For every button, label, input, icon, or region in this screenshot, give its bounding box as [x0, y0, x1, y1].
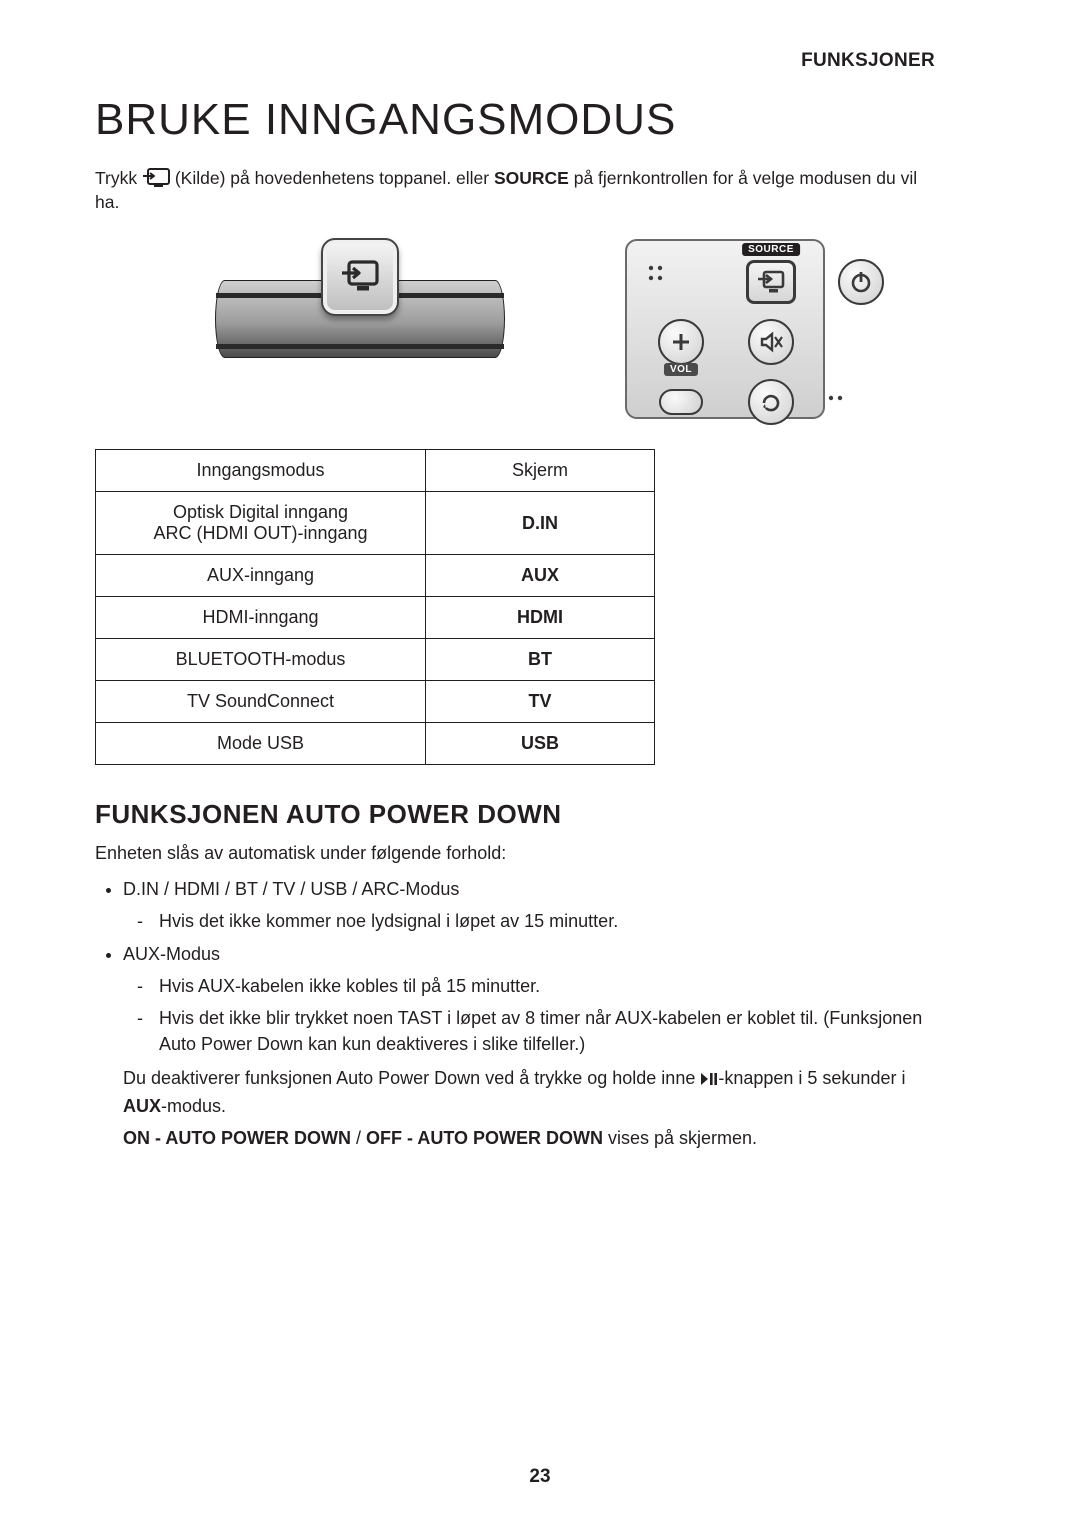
dash-item: Hvis det ikke blir trykket noen TAST i l…: [159, 1005, 935, 1057]
remote-vol-cell: VOL: [645, 376, 717, 428]
remote-source-cell: SOURCE: [735, 256, 807, 308]
section-heading: FUNKSJONEN AUTO POWER DOWN: [95, 799, 935, 830]
remote-power-cell: [825, 256, 897, 308]
table-cell-left: BLUETOOTH-modus: [96, 639, 426, 681]
table-cell-right: BT: [426, 639, 655, 681]
text-span: -modus.: [161, 1096, 226, 1116]
intro-mid1: (Kilde) på hovedenhetens toppanel. eller: [175, 168, 494, 188]
remote-volplus-button: [658, 319, 704, 365]
table-row: TV SoundConnect TV: [96, 681, 655, 723]
table-cell-right: AUX: [426, 555, 655, 597]
table-head-left: Inngangsmodus: [96, 450, 426, 492]
table-cell-right: TV: [426, 681, 655, 723]
table-cell-right: D.IN: [426, 492, 655, 555]
soundbar-source-button: [321, 238, 399, 316]
remote-mute-cell: [735, 316, 807, 368]
table-cell-line: ARC (HDMI OUT)-inngang: [104, 523, 417, 544]
remote-power-button: [838, 259, 884, 305]
text-span: /: [351, 1128, 366, 1148]
bullet-head: AUX-Modus: [123, 944, 220, 964]
table-row: AUX-inngang AUX: [96, 555, 655, 597]
table-row: HDMI-inngang HDMI: [96, 597, 655, 639]
remote-dots-1: [645, 256, 667, 308]
table-cell-left: Mode USB: [96, 723, 426, 765]
text-span-bold: AUX: [123, 1096, 161, 1116]
remote-mute-button: [748, 319, 794, 365]
table-head-row: Inngangsmodus Skjerm: [96, 450, 655, 492]
source-icon: [142, 168, 170, 188]
text-span-bold: OFF - AUTO POWER DOWN: [366, 1128, 603, 1148]
table-head-right: Skjerm: [426, 450, 655, 492]
remote-vol-label: VOL: [664, 363, 698, 376]
remote-source-button: [746, 260, 796, 304]
remote-repeat-cell: [735, 376, 807, 428]
table-row: BLUETOOTH-modus BT: [96, 639, 655, 681]
text-span-bold: ON - AUTO POWER DOWN: [123, 1128, 351, 1148]
table-cell-line: Optisk Digital inngang: [104, 502, 417, 523]
section-lead: Enheten slås av automatisk under følgend…: [95, 840, 935, 866]
dash-item: Hvis AUX-kabelen ikke kobles til på 15 m…: [159, 973, 935, 999]
text-span: Du deaktiverer funksjonen Auto Power Dow…: [123, 1068, 700, 1088]
table-row: Mode USB USB: [96, 723, 655, 765]
figure-soundbar-panel: [215, 239, 505, 399]
table-cell-left: AUX-inngang: [96, 555, 426, 597]
section-header: FUNKSJONER: [801, 50, 935, 72]
text-span: -knappen i 5 sekunder i: [718, 1068, 905, 1088]
intro-pre: Trykk: [95, 168, 142, 188]
bullet-head: D.IN / HDMI / BT / TV / USB / ARC-Modus: [123, 879, 459, 899]
table-cell-right: HDMI: [426, 597, 655, 639]
page-title: BRUKE INNGANGSMODUS: [95, 95, 935, 145]
remote-dots-3: [825, 376, 847, 428]
table-row: Optisk Digital inngang ARC (HDMI OUT)-in…: [96, 492, 655, 555]
table-cell-right: USB: [426, 723, 655, 765]
remote-volplus-cell: [645, 316, 717, 368]
table-cell-left: HDMI-inngang: [96, 597, 426, 639]
page-number: 23: [529, 1466, 550, 1488]
figure-remote: SOURCE VOL: [625, 239, 825, 419]
remote-source-label: SOURCE: [742, 243, 800, 256]
play-pause-icon: [700, 1067, 718, 1093]
table-cell-left: Optisk Digital inngang ARC (HDMI OUT)-in…: [96, 492, 426, 555]
bullet-item: D.IN / HDMI / BT / TV / USB / ARC-Modus …: [123, 876, 935, 934]
deactivate-line: Du deaktiverer funksjonen Auto Power Dow…: [123, 1065, 935, 1119]
bullet-item: AUX-Modus Hvis AUX-kabelen ikke kobles t…: [123, 941, 935, 1152]
dash-item: Hvis det ikke kommer noe lydsignal i løp…: [159, 908, 935, 934]
table-cell-left: TV SoundConnect: [96, 681, 426, 723]
onoff-line: ON - AUTO POWER DOWN / OFF - AUTO POWER …: [123, 1125, 935, 1151]
input-mode-table: Inngangsmodus Skjerm Optisk Digital inng…: [95, 449, 655, 765]
remote-vol-button: [659, 389, 703, 415]
intro-source-word: SOURCE: [494, 168, 569, 188]
text-span: vises på skjermen.: [603, 1128, 757, 1148]
remote-repeat-button: [748, 379, 794, 425]
remote-dots-2: [825, 316, 847, 368]
intro-paragraph: Trykk (Kilde) på hovedenhetens toppanel.…: [95, 167, 935, 214]
